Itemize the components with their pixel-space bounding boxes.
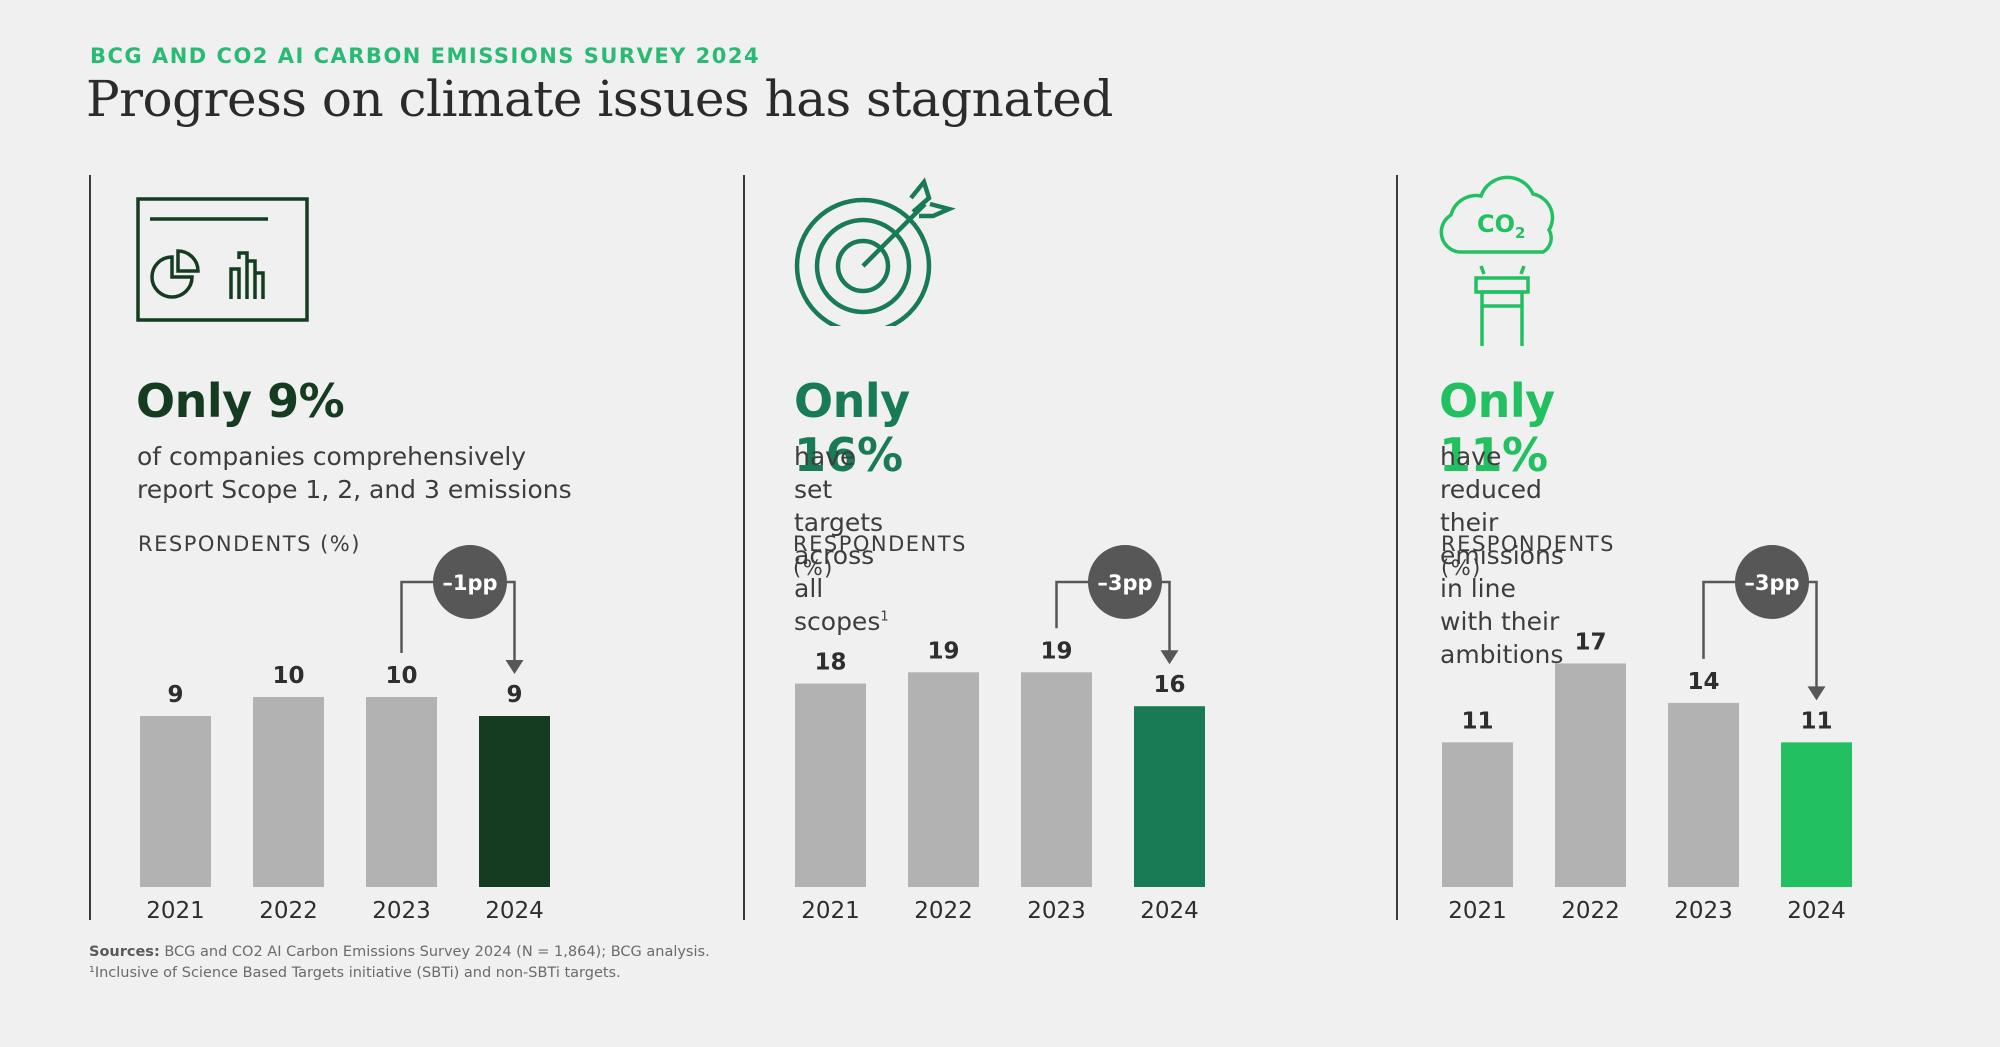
- headline-percent: Only 9%: [136, 374, 345, 428]
- bar-2022: [1555, 663, 1626, 887]
- change-badge-label: –3pp: [1744, 571, 1799, 595]
- bar-2021: [140, 716, 211, 887]
- bar-chart-reductions: 11 2021 17 2022 14 2023 11 2024 –3pp: [1442, 545, 1852, 924]
- category-label-2024: 2024: [1787, 898, 1846, 924]
- change-badge-label: –1pp: [442, 571, 497, 595]
- page-title: Progress on climate issues has stagnated: [86, 70, 1113, 128]
- value-label-2023: 19: [1040, 638, 1072, 664]
- headline-percent: Only 11%: [1439, 374, 1555, 482]
- category-label-2021: 2021: [1448, 898, 1507, 924]
- category-label-2021: 2021: [801, 898, 860, 924]
- respondents-label: RESPONDENTS (%): [793, 532, 967, 580]
- headline-percent: Only 16%: [794, 374, 910, 482]
- respondents-label: RESPONDENTS (%): [138, 532, 361, 556]
- description: have reduced their emissions in line wit…: [1440, 442, 1564, 669]
- description-text: have reduced their emissions in line wit…: [1440, 440, 1564, 671]
- change-badge: [1735, 545, 1809, 619]
- footnote-line: ¹Inclusive of Science Based Targets init…: [89, 965, 621, 981]
- value-label-2021: 11: [1461, 708, 1493, 734]
- value-label-2022: 19: [927, 638, 959, 664]
- dashboard-chart-icon: [136, 197, 309, 322]
- description-text: of companies comprehensively report Scop…: [137, 440, 572, 506]
- category-label-2021: 2021: [146, 898, 205, 924]
- value-label-2024: 16: [1153, 672, 1185, 698]
- footnote-marker: 1: [880, 609, 889, 625]
- value-label-2024: 9: [506, 682, 522, 708]
- sources-footnote: Sources: BCG and CO2 AI Carbon Emissions…: [89, 942, 710, 984]
- bar-2021: [1442, 742, 1513, 887]
- divider-middle: [743, 175, 745, 920]
- bar-2021: [795, 683, 866, 887]
- panel-targets: Only 16% have set targets across all sco…: [0, 0, 1205, 1000]
- change-badge: [1088, 545, 1162, 619]
- bar-2024: [1134, 706, 1205, 887]
- description: have set targets across all scopes: [794, 442, 884, 636]
- bar-2023: [1668, 702, 1739, 887]
- bar-chart-reporting: 9 2021 10 2022 10 2023 9 2024 –1pp: [140, 545, 550, 924]
- divider-left: [89, 175, 91, 920]
- value-label-2022: 17: [1574, 629, 1606, 655]
- category-label-2022: 2022: [914, 898, 973, 924]
- panel-reductions: CO 2 Only 11% have reduced their emissio…: [0, 0, 1852, 1000]
- category-label-2022: 2022: [1561, 898, 1620, 924]
- description-text: have set targets across all scopes1: [794, 440, 889, 638]
- bar-2024: [1781, 742, 1852, 887]
- category-label-2023: 2023: [1674, 898, 1733, 924]
- divider-right: [1396, 175, 1398, 920]
- sources-label: Sources:: [89, 944, 160, 960]
- panel-reporting: Only 9% of companies comprehensively rep…: [0, 0, 600, 1000]
- change-arrow-head: [1160, 650, 1179, 665]
- category-label-2022: 2022: [259, 898, 318, 924]
- value-label-2022: 10: [272, 663, 304, 689]
- change-badge-label: –3pp: [1097, 571, 1152, 595]
- svg-text:CO: CO: [1477, 210, 1515, 238]
- bar-2024: [479, 716, 550, 887]
- change-arrow-head: [1807, 686, 1826, 701]
- value-label-2021: 9: [167, 682, 183, 708]
- value-label-2023: 10: [385, 663, 417, 689]
- sources-text: BCG and CO2 AI Carbon Emissions Survey 2…: [159, 944, 710, 960]
- bar-2022: [908, 672, 979, 887]
- value-label-2024: 11: [1800, 708, 1832, 734]
- respondents-label: RESPONDENTS (%): [1441, 532, 1615, 580]
- value-label-2021: 18: [814, 650, 846, 676]
- category-label-2024: 2024: [485, 898, 544, 924]
- category-label-2023: 2023: [372, 898, 431, 924]
- bar-2022: [253, 697, 324, 887]
- eyebrow-label: BCG AND CO2 AI CARBON EMISSIONS SURVEY 2…: [90, 44, 761, 68]
- bar-2023: [1021, 672, 1092, 887]
- sources-line: Sources: BCG and CO2 AI Carbon Emissions…: [89, 942, 710, 963]
- bar-chart-targets: 18 2021 19 2022 19 2023 16 2024 –3pp: [795, 545, 1205, 924]
- change-badge: [433, 545, 507, 619]
- description: of companies comprehensively report Scop…: [137, 442, 572, 504]
- target-arrow-icon: [794, 177, 956, 326]
- category-label-2023: 2023: [1027, 898, 1086, 924]
- bar-2023: [366, 697, 437, 887]
- value-label-2023: 14: [1687, 669, 1719, 695]
- svg-text:2: 2: [1515, 224, 1525, 242]
- change-arrow-head: [505, 660, 524, 674]
- category-label-2024: 2024: [1140, 898, 1199, 924]
- co2-cloud-icon: CO 2: [1439, 175, 1555, 346]
